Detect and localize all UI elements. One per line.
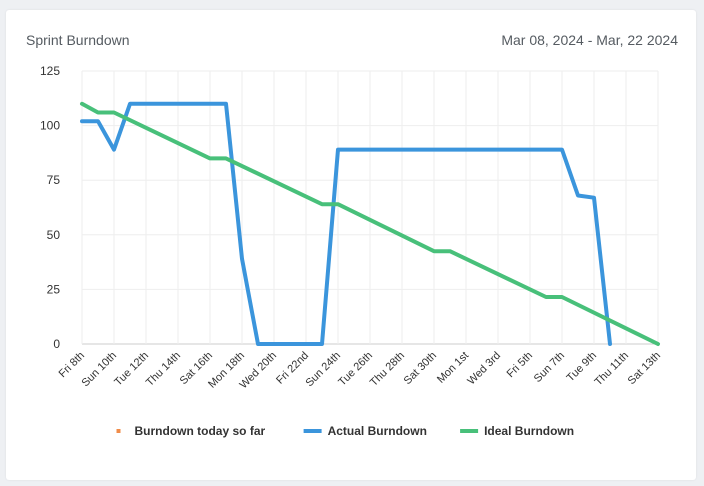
x-tick-label: Sat 13th [626, 350, 663, 387]
x-tick-label: Thu 11th [593, 350, 632, 389]
y-tick-label: 75 [47, 173, 61, 187]
legend[interactable]: Burndown today so far Actual Burndown Idea… [116, 424, 575, 438]
y-tick-label: 125 [40, 64, 60, 78]
x-tick-label: Fri 5th [505, 350, 536, 381]
x-tick-label: Fri 8th [57, 350, 88, 381]
x-tick-label: Wed 3rd [465, 350, 503, 388]
y-tick-label: 50 [47, 228, 61, 242]
legend-label: Ideal Burndown [484, 424, 574, 438]
x-tick-label: Sun 7th [532, 350, 567, 385]
x-tick-label: Sat 30th [402, 350, 439, 387]
y-tick-label: 0 [53, 337, 60, 351]
x-tick-label: Thu 14th [144, 350, 183, 389]
y-axis: 0 25 50 75 100 125 [40, 64, 60, 351]
legend-marker-square [116, 429, 121, 433]
x-tick-label: Thu 28th [368, 350, 407, 389]
actual-burndown-line [80, 101, 612, 346]
x-tick-label: Sun 10th [79, 350, 119, 390]
legend-item-actual[interactable]: Actual Burndown [303, 424, 427, 438]
legend-item-ideal[interactable]: Ideal Burndown [460, 424, 574, 438]
y-tick-label: 25 [47, 282, 61, 296]
x-tick-label: Sun 24th [303, 350, 343, 390]
legend-item-today[interactable]: Burndown today so far [116, 424, 266, 438]
date-range: Mar 08, 2024 - Mar, 22 2024 [501, 32, 678, 48]
y-tick-label: 100 [40, 119, 60, 133]
series [80, 101, 660, 346]
chart-title: Sprint Burndown [26, 32, 130, 48]
legend-label: Burndown today so far [135, 424, 266, 438]
ideal-burndown-line [80, 101, 660, 346]
legend-label: Actual Burndown [328, 424, 427, 438]
burndown-card: Sprint Burndown Mar 08, 2024 - Mar, 22 2… [6, 10, 696, 480]
